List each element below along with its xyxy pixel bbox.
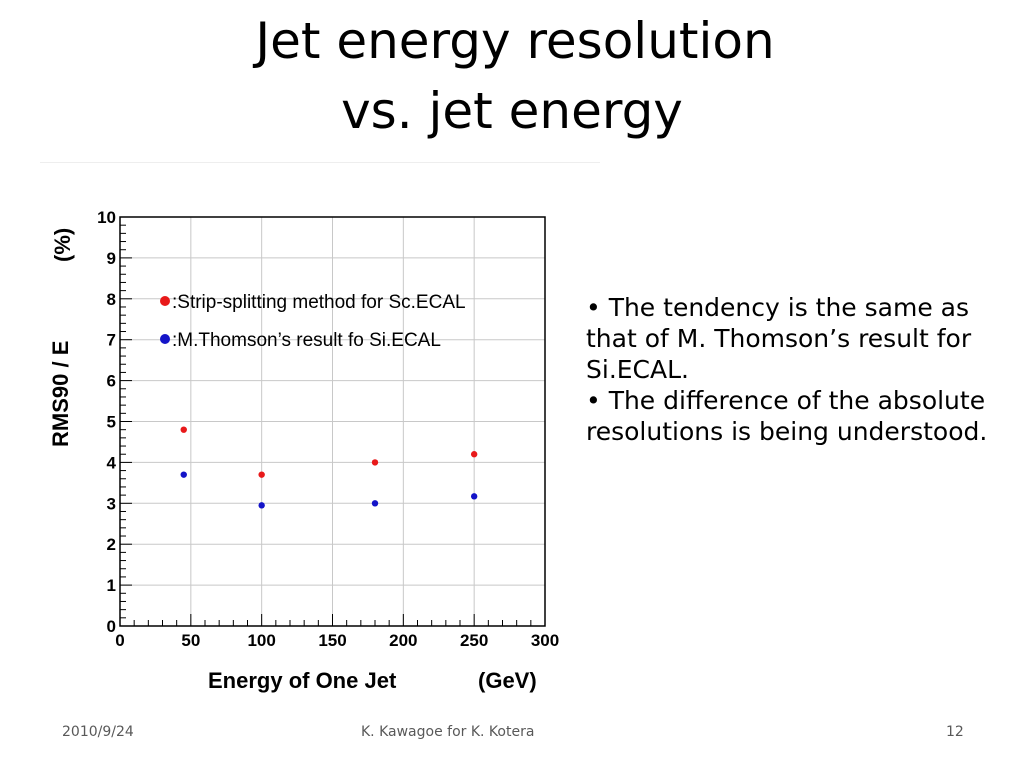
data-point-siecal [371, 500, 379, 507]
data-point-scecal [258, 471, 265, 478]
data-points [180, 426, 478, 509]
y-tick-label: 2 [107, 535, 116, 554]
y-tick-label: 3 [107, 494, 116, 513]
bullet-line: • The tendency is the same as [586, 293, 970, 322]
x-tick-label: 300 [531, 631, 559, 650]
data-point-scecal [470, 451, 478, 458]
x-axis-label: Energy of One Jet [208, 668, 397, 693]
x-tick-label: 0 [115, 631, 124, 650]
bullet-line: resolutions is being understood. [586, 417, 988, 446]
bullet-text: • The tendency is the same as that of M.… [586, 292, 1016, 447]
data-point-scecal [180, 426, 187, 433]
x-tick-label: 250 [460, 631, 488, 650]
footer-date: 2010/9/24 [62, 724, 134, 740]
y-axis-unit: (%) [50, 228, 75, 262]
bullet-line: • The difference of the absolute [586, 386, 986, 415]
x-tick-label: 100 [247, 631, 275, 650]
legend-label: :Strip-splitting method for Sc.ECAL [172, 292, 466, 313]
y-tick-label: 8 [107, 290, 116, 309]
data-point-siecal [470, 493, 478, 500]
data-point-siecal [180, 471, 187, 478]
x-tick-label: 150 [318, 631, 346, 650]
title-divider [40, 162, 600, 163]
chart-grid [120, 217, 545, 626]
data-point-siecal [258, 502, 265, 509]
data-point-scecal [371, 459, 379, 466]
bullet-line: that of M. Thomson’s result for [586, 324, 972, 353]
title-line-2: vs. jet energy [341, 82, 683, 140]
slide-title: Jet energy resolution vs. jet energy [0, 6, 1024, 146]
y-tick-label: 6 [107, 372, 116, 391]
footer-author: K. Kawagoe for K. Kotera [361, 724, 535, 740]
y-tick-label: 4 [107, 453, 117, 472]
y-tick-label: 0 [107, 617, 116, 636]
x-axis-unit: (GeV) [478, 668, 537, 693]
axis-ticks: 0 50 100 150 200 250 300 0 1 2 3 4 5 6 7 8 9 10 [97, 208, 559, 650]
y-tick-label: 9 [107, 249, 116, 268]
y-tick-label: 10 [97, 208, 116, 227]
legend-marker [160, 296, 170, 306]
x-tick-label: 200 [389, 631, 417, 650]
page-number: 12 [946, 724, 964, 740]
bullet-line: Si.ECAL. [586, 355, 689, 384]
y-axis-label: RMS90 / E [48, 341, 73, 447]
chart-legend: :Strip-splitting method for Sc.ECAL :M.Th… [160, 292, 466, 351]
y-tick-label: 1 [107, 576, 116, 595]
x-tick-label: 50 [181, 631, 200, 650]
legend-label: :M.Thomson’s result fo Si.ECAL [172, 330, 441, 351]
legend-marker [160, 334, 170, 344]
y-tick-label: 5 [107, 413, 116, 432]
y-tick-label: 7 [107, 331, 116, 350]
title-line-1: Jet energy resolution [255, 12, 775, 70]
